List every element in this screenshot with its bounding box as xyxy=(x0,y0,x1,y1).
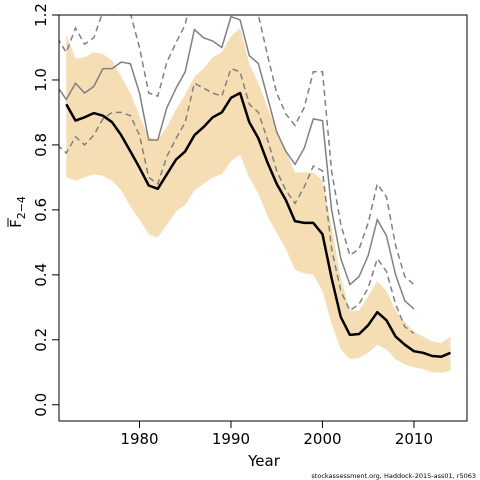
y-tick-label: 1.2 xyxy=(32,3,50,27)
x-tick-label: 2010 xyxy=(395,430,433,448)
plot-area xyxy=(59,15,451,373)
other-assessment-line xyxy=(59,15,415,310)
y-tick-label: 0.4 xyxy=(32,263,50,287)
confidence-band xyxy=(66,28,451,373)
y-axis-title: F2−4 xyxy=(7,196,28,228)
credit-text: stockassessment.org, Haddock-2015-ass01,… xyxy=(311,472,476,480)
y-tick-label: 0.2 xyxy=(32,328,50,352)
x-tick-label: 1990 xyxy=(212,430,250,448)
y-axis-title-main: F xyxy=(7,219,25,228)
x-tick-label: 2000 xyxy=(303,430,341,448)
other-lower-line xyxy=(59,67,415,334)
y-tick-label: 0.0 xyxy=(32,393,50,417)
x-tick-label: 1980 xyxy=(120,430,158,448)
estimate-line xyxy=(65,91,451,358)
y-tick-label: 1.0 xyxy=(32,68,50,92)
y-tick-label: 0.8 xyxy=(32,133,50,157)
other-upper-line xyxy=(59,15,415,286)
y-axis-title-subscript: 2−4 xyxy=(15,196,28,219)
y-tick-label: 0.6 xyxy=(32,198,50,222)
x-axis: 1980 1990 2000 2010 xyxy=(120,421,433,448)
svg-text:F2−4: F2−4 xyxy=(7,196,28,228)
y-axis: 0.0 0.2 0.4 0.6 0.8 1.0 1.2 xyxy=(32,3,59,417)
x-axis-title: Year xyxy=(247,452,281,470)
plot-frame xyxy=(58,14,468,422)
other-assessment-lines xyxy=(59,15,415,334)
